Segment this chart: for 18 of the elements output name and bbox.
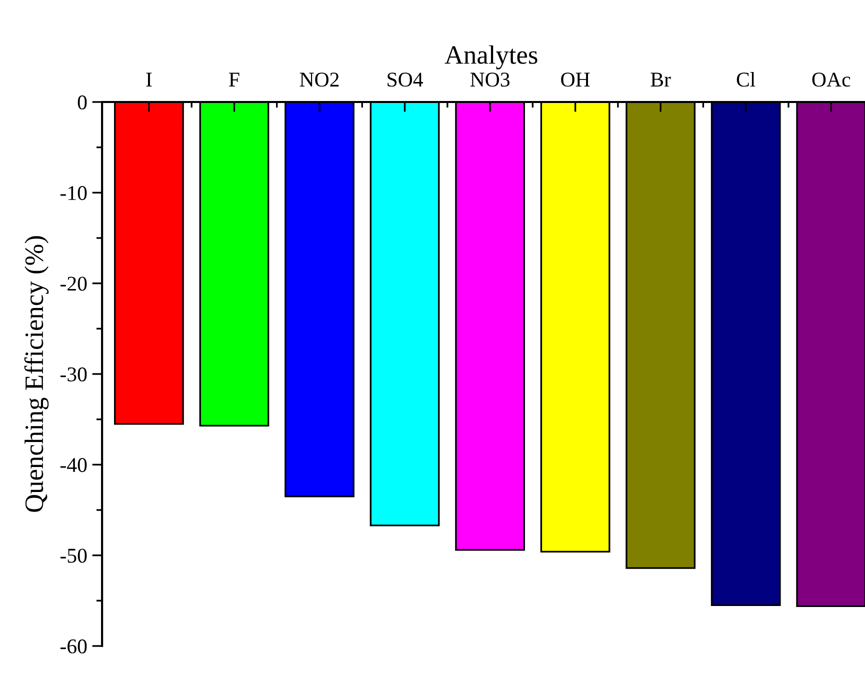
x-tick-label: SO4 bbox=[388, 72, 423, 87]
x-tick-label: OH bbox=[561, 72, 590, 87]
y-axis-title: Quenching Efficiency (%) bbox=[24, 236, 49, 512]
x-axis-title: Analytes bbox=[444, 45, 538, 70]
y-tick-label: 0 bbox=[78, 95, 87, 110]
x-tick-label: NO3 bbox=[470, 72, 510, 87]
x-tick-label: F bbox=[229, 72, 240, 86]
y-tick-label: -20 bbox=[60, 276, 87, 291]
x-tick-label: OAc bbox=[812, 72, 850, 87]
y-tick-label: -60 bbox=[60, 639, 87, 654]
y-tick-label: -30 bbox=[60, 367, 87, 382]
x-tick-label: Br bbox=[650, 72, 671, 87]
y-tick-label: -40 bbox=[60, 458, 87, 472]
y-tick-label: -10 bbox=[60, 186, 87, 200]
y-tick-label: -50 bbox=[60, 548, 87, 563]
x-tick-label: Cl bbox=[736, 72, 756, 87]
x-tick-label: I bbox=[146, 72, 152, 86]
x-tick-label: NO2 bbox=[300, 72, 339, 87]
